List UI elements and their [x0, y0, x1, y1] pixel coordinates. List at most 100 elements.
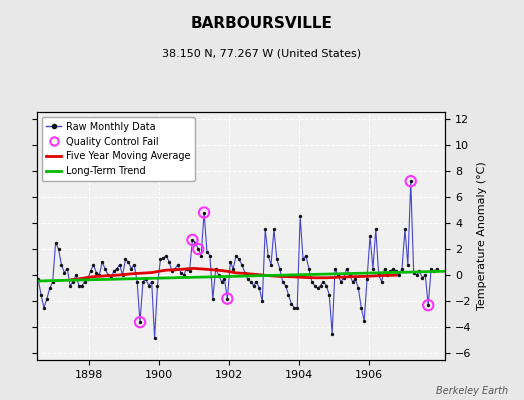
Point	[191, 239, 200, 246]
Point	[72, 272, 80, 278]
Point	[217, 278, 226, 285]
Point	[177, 269, 185, 276]
Point	[98, 259, 106, 265]
Point	[182, 266, 191, 272]
Point	[188, 237, 196, 243]
Point	[232, 252, 241, 259]
Point	[147, 278, 156, 285]
Point	[180, 272, 188, 278]
Point	[407, 178, 415, 184]
Point	[136, 319, 144, 325]
Point	[424, 302, 432, 308]
Point	[113, 266, 121, 272]
Point	[372, 226, 380, 233]
Point	[28, 304, 37, 311]
Point	[95, 272, 103, 278]
Point	[433, 266, 441, 272]
Point	[430, 268, 438, 274]
Point	[57, 262, 66, 268]
Point	[416, 268, 424, 274]
Point	[34, 276, 42, 282]
Point	[343, 266, 351, 272]
Point	[351, 276, 359, 282]
Point	[86, 268, 95, 274]
Point	[261, 226, 269, 233]
Point	[272, 256, 281, 263]
Point	[319, 278, 328, 285]
Point	[348, 278, 357, 285]
Point	[136, 319, 144, 325]
Point	[23, 281, 31, 288]
Point	[331, 266, 339, 272]
Point	[412, 272, 421, 278]
Point	[60, 269, 69, 276]
Point	[278, 278, 287, 285]
Point	[46, 285, 54, 292]
Point	[25, 292, 34, 298]
Point	[345, 272, 354, 278]
Point	[421, 272, 430, 278]
Point	[37, 292, 45, 298]
Point	[281, 282, 290, 289]
Point	[299, 256, 307, 263]
Point	[403, 262, 412, 268]
Point	[156, 256, 165, 263]
Point	[308, 278, 316, 285]
Point	[200, 209, 208, 216]
Point	[322, 282, 331, 289]
Point	[401, 226, 409, 233]
Point	[51, 239, 60, 246]
Point	[203, 248, 211, 255]
Point	[354, 285, 363, 292]
Point	[194, 246, 202, 252]
Point	[145, 282, 153, 289]
Point	[424, 302, 432, 308]
Point	[19, 278, 28, 285]
Point	[154, 282, 162, 289]
Point	[235, 256, 243, 263]
Point	[325, 292, 333, 298]
Point	[360, 318, 368, 324]
Point	[395, 272, 403, 278]
Point	[226, 259, 234, 265]
Point	[290, 304, 299, 311]
Point	[366, 233, 374, 239]
Point	[246, 278, 255, 285]
Point	[285, 292, 293, 298]
Point	[302, 252, 310, 259]
Point	[188, 237, 196, 243]
Point	[316, 282, 325, 289]
Point	[296, 213, 304, 220]
Point	[171, 266, 179, 272]
Point	[101, 266, 110, 272]
Text: Berkeley Earth: Berkeley Earth	[436, 386, 508, 396]
Point	[258, 298, 267, 304]
Point	[249, 282, 258, 289]
Point	[386, 268, 395, 274]
Point	[214, 272, 223, 278]
Point	[49, 278, 57, 285]
Point	[244, 276, 252, 282]
Point	[16, 248, 25, 255]
Point	[206, 252, 214, 259]
Legend: Raw Monthly Data, Quality Control Fail, Five Year Moving Average, Long-Term Tren: Raw Monthly Data, Quality Control Fail, …	[41, 117, 195, 181]
Point	[375, 272, 383, 278]
Point	[139, 278, 147, 285]
Point	[276, 266, 284, 272]
Point	[313, 285, 322, 292]
Point	[31, 285, 39, 292]
Point	[194, 246, 202, 252]
Point	[133, 278, 141, 285]
Y-axis label: Temperature Anomaly (°C): Temperature Anomaly (°C)	[477, 162, 487, 310]
Point	[69, 278, 77, 285]
Point	[377, 278, 386, 285]
Point	[293, 304, 301, 311]
Point	[311, 282, 319, 289]
Point	[168, 268, 176, 274]
Point	[252, 278, 260, 285]
Point	[427, 266, 435, 272]
Point	[337, 278, 345, 285]
Point	[118, 272, 127, 278]
Point	[223, 296, 232, 302]
Point	[380, 266, 389, 272]
